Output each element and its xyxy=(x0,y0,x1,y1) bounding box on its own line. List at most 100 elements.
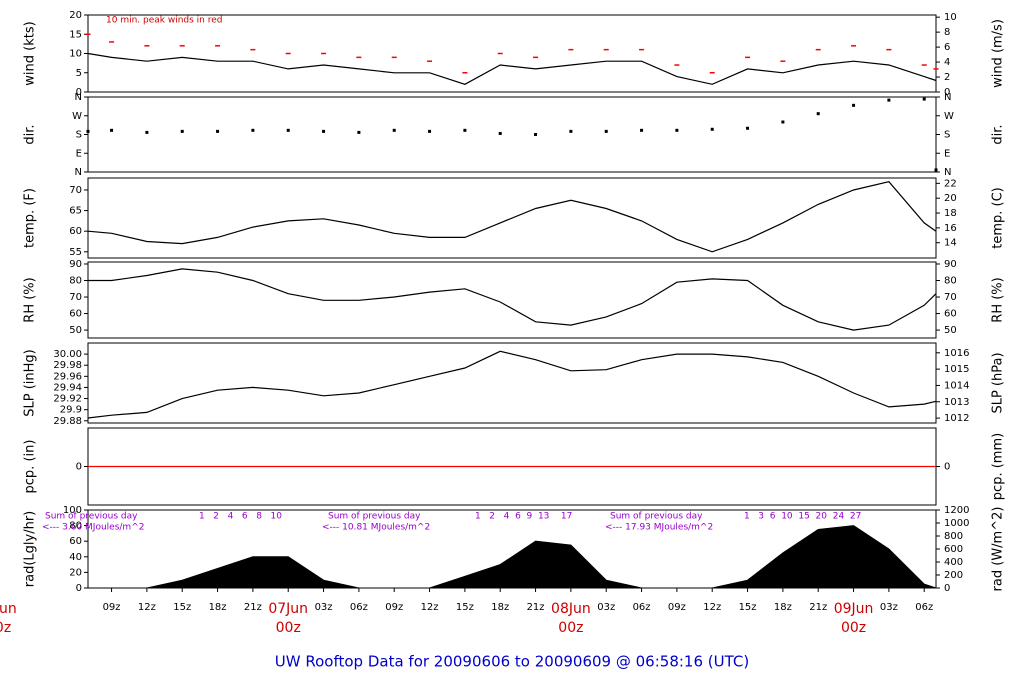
y2-tick-label: S xyxy=(944,130,950,141)
y2-tick-label: 16 xyxy=(944,223,957,234)
y-tick-label: 0 xyxy=(76,583,82,594)
x-tick-label: 21z xyxy=(809,602,827,613)
x-tick-label: 18z xyxy=(209,602,227,613)
y2-tick-label: N xyxy=(944,92,951,103)
y-tick-label: 29.98 xyxy=(53,360,82,371)
peak-mark xyxy=(851,45,857,47)
y-axis-label: pcp. (in) xyxy=(23,440,38,494)
dot xyxy=(428,129,432,133)
y2-tick-label: 22 xyxy=(944,178,957,189)
x-tick-label: 09z xyxy=(668,602,686,613)
y-axis-label: SLP (inHg) xyxy=(23,349,38,417)
y2-tick-label: 8 xyxy=(944,27,950,38)
dot xyxy=(110,128,114,132)
dot xyxy=(145,130,149,134)
peak-mark xyxy=(921,64,927,66)
y2-axis-label: temp. (C) xyxy=(991,187,1006,249)
y-tick-label: E xyxy=(76,148,82,159)
peak-mark xyxy=(250,48,256,51)
peak-mark xyxy=(497,52,503,55)
peak-mark xyxy=(815,48,821,51)
peak-mark xyxy=(533,56,539,59)
day-label: 07Jun xyxy=(268,601,308,617)
dot xyxy=(640,128,644,132)
y-axis-label: RH (%) xyxy=(23,277,38,322)
y2-tick-label: 1200 xyxy=(944,505,969,516)
x-tick-label: 09z xyxy=(385,602,403,613)
peak-mark xyxy=(179,45,185,47)
day-time-label: 00z xyxy=(276,620,301,636)
peak-mark xyxy=(391,56,397,59)
annotation: 1 2 4 6 9 13 17 xyxy=(475,512,572,522)
dot xyxy=(781,120,785,124)
day-time-label: 00z xyxy=(558,620,583,636)
annotation: 1 2 4 6 8 10 xyxy=(199,512,282,522)
y2-tick-label: 0 xyxy=(944,87,950,98)
y2-tick-label: 0 xyxy=(944,462,950,473)
x-tick-label: 21z xyxy=(527,602,545,613)
x-tick-label: 12z xyxy=(703,602,721,613)
annotation: Sum of previous day xyxy=(45,512,138,522)
annotation: <--- 10.81 MJoules/m^2 xyxy=(322,523,430,533)
annotation: 1 3 6 10 15 20 24 27 xyxy=(744,512,861,522)
dot xyxy=(286,128,290,132)
peak-mark xyxy=(215,45,221,47)
y-tick-label: 60 xyxy=(69,536,82,547)
dot xyxy=(852,103,856,107)
y2-tick-label: 1000 xyxy=(944,518,969,529)
y2-axis-label: RH (%) xyxy=(991,277,1006,322)
y-tick-label: S xyxy=(76,130,82,141)
dot xyxy=(180,129,184,133)
annotation: Sum of previous day xyxy=(328,512,421,522)
y-axis-label: rad(Lgly/hr) xyxy=(23,511,38,587)
x-tick-label: 12z xyxy=(421,602,439,613)
y2-tick-label: 1015 xyxy=(944,364,969,375)
x-tick-label: 15z xyxy=(456,602,474,613)
x-tick-label: 15z xyxy=(739,602,757,613)
y2-tick-label: 1014 xyxy=(944,380,969,391)
annotation: 10 min. peak winds in red xyxy=(106,16,223,26)
line xyxy=(87,350,937,419)
y-tick-label: 70 xyxy=(69,292,82,303)
line xyxy=(87,181,937,253)
y-tick-label: 65 xyxy=(69,206,82,217)
y-tick-label: 20 xyxy=(69,10,82,21)
y2-tick-label: 4 xyxy=(944,57,950,68)
area xyxy=(88,525,937,589)
y-tick-label: 15 xyxy=(69,29,82,40)
page-title: UW Rooftop Data for 20090606 to 20090609… xyxy=(275,653,749,671)
y-tick-label: 70 xyxy=(69,185,82,196)
y2-tick-label: 10 xyxy=(944,12,957,23)
peak-mark xyxy=(144,45,150,47)
day-time-label: 00z xyxy=(0,620,11,636)
y-tick-label: 30.00 xyxy=(53,349,82,360)
panel-frame xyxy=(87,96,937,173)
annotation: Sum of previous day xyxy=(610,512,703,522)
y2-tick-label: 2 xyxy=(944,72,950,83)
dot xyxy=(934,168,938,172)
y-tick-label: 50 xyxy=(69,325,82,336)
panel-frame xyxy=(87,14,937,93)
x-tick-label: 18z xyxy=(774,602,792,613)
y2-tick-label: 60 xyxy=(944,309,957,320)
y-tick-label: W xyxy=(72,111,82,122)
y2-tick-label: 800 xyxy=(944,531,963,542)
x-tick-label: 06z xyxy=(915,602,933,613)
y2-tick-label: 80 xyxy=(944,276,957,287)
x-tick-label: 12z xyxy=(138,602,156,613)
peak-mark xyxy=(356,56,362,59)
peak-mark xyxy=(603,48,609,51)
peak-mark xyxy=(462,72,468,74)
x-tick-label: 21z xyxy=(244,602,262,613)
peak-mark xyxy=(674,64,680,66)
y-tick-label: N xyxy=(75,92,82,103)
x-tick-label: 18z xyxy=(491,602,509,613)
x-tick-label: 06z xyxy=(633,602,651,613)
y-tick-label: 100 xyxy=(63,505,82,516)
y-axis-label: dir. xyxy=(23,124,38,144)
peak-mark xyxy=(85,33,91,35)
dot xyxy=(357,130,361,134)
y2-tick-label: 1016 xyxy=(944,348,969,359)
y-tick-label: 10 xyxy=(69,49,82,60)
